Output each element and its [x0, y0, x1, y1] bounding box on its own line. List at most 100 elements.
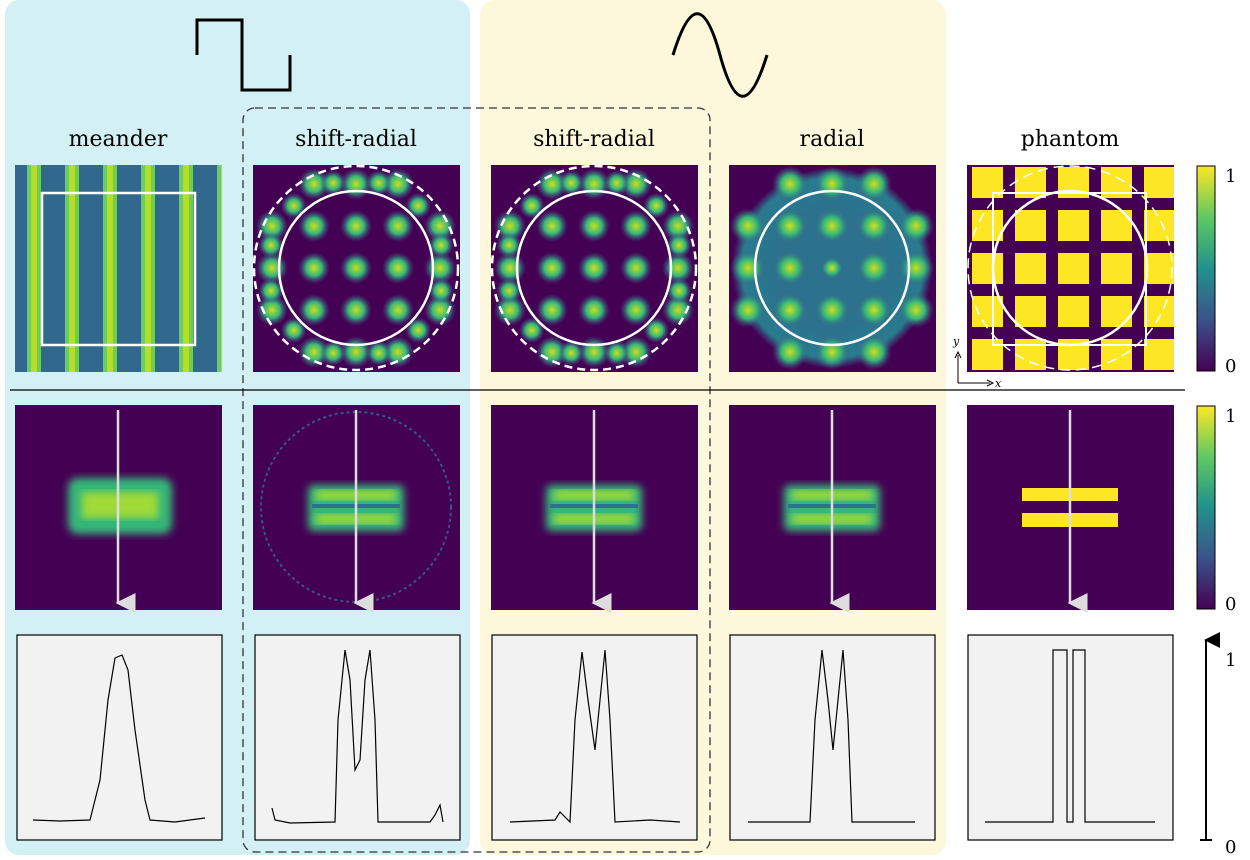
sine-icon: [671, 12, 769, 98]
blob: [898, 292, 934, 328]
blob: [820, 256, 844, 280]
colorbar-min: 0: [1225, 837, 1236, 856]
square-wave-icon: [195, 18, 292, 92]
blob: [772, 208, 808, 244]
blob: [495, 277, 522, 304]
roi: [40, 191, 197, 347]
roi-outer: [490, 164, 698, 372]
blob: [814, 208, 850, 244]
blob: [578, 294, 610, 326]
blob: [424, 294, 456, 326]
roi: [992, 192, 1147, 346]
axes-icon: [957, 355, 990, 384]
blob: [620, 294, 652, 326]
blob: [814, 166, 850, 202]
blob: [772, 250, 808, 286]
blob: [856, 208, 892, 244]
roi-outer: [252, 164, 460, 372]
blob: [856, 292, 892, 328]
blob: [428, 232, 455, 259]
blob: [495, 232, 522, 259]
blob: [620, 252, 652, 284]
blob: [298, 168, 330, 200]
colorbar-max: 1: [1225, 406, 1236, 427]
blob: [856, 334, 892, 370]
roi-outer: [967, 165, 1173, 371]
roi: [277, 189, 435, 347]
blob: [643, 317, 670, 344]
axis-label: x: [995, 377, 1002, 390]
blob: [424, 210, 456, 242]
blob: [620, 336, 652, 368]
columns: meander shift-radial shift-radial radial pha…: [69, 127, 1120, 152]
colorbar: [1196, 405, 1216, 610]
axis-label: y: [952, 335, 960, 348]
blob: [256, 210, 288, 242]
image: [967, 165, 1174, 372]
blob: [256, 294, 288, 326]
dashed-group: [242, 107, 711, 853]
column-title: phantom: [1021, 127, 1120, 152]
blob: [365, 340, 392, 367]
blob: [405, 317, 432, 344]
blob: [856, 250, 892, 286]
image: [15, 165, 222, 372]
roi: [515, 189, 673, 347]
blob: [280, 317, 307, 344]
profiles: [16, 634, 1174, 841]
blob: [620, 168, 652, 200]
blob: [620, 210, 652, 242]
blob: [730, 250, 766, 286]
blob: [898, 208, 934, 244]
blob: [280, 192, 307, 219]
row1-images: [15, 164, 1174, 372]
blob: [382, 210, 414, 242]
blob: [428, 277, 455, 304]
blob: [298, 336, 330, 368]
blob: [257, 232, 284, 259]
blob: [558, 169, 585, 196]
column-title: shift-radial: [533, 127, 655, 152]
blob: [382, 336, 414, 368]
blob: [856, 166, 892, 202]
blob: [536, 210, 568, 242]
blob: [772, 334, 808, 370]
blob: [536, 336, 568, 368]
blob: [603, 169, 630, 196]
blob: [494, 294, 526, 326]
colorbar-max: 1: [1225, 650, 1236, 671]
blob: [382, 252, 414, 284]
blob: [382, 294, 414, 326]
blob: [730, 208, 766, 244]
blob: [298, 252, 330, 284]
blob: [340, 294, 372, 326]
blob: [666, 232, 693, 259]
colorbar-min: 0: [1225, 594, 1236, 615]
blob: [494, 210, 526, 242]
roi: [753, 189, 911, 347]
blob: [666, 277, 693, 304]
blob: [382, 168, 414, 200]
blob: [320, 340, 347, 367]
column-title: meander: [69, 127, 168, 152]
blob: [340, 252, 372, 284]
blob: [772, 166, 808, 202]
colorbar-max: 1: [1225, 166, 1236, 187]
blob: [730, 292, 766, 328]
blob: [603, 340, 630, 367]
blob: [662, 210, 694, 242]
blob: [405, 192, 432, 219]
blob: [340, 210, 372, 242]
blob: [814, 292, 850, 328]
blob: [898, 250, 934, 286]
blob: [365, 169, 392, 196]
blob: [536, 294, 568, 326]
blob: [298, 294, 330, 326]
blob: [643, 192, 670, 219]
blob: [662, 294, 694, 326]
blob: [518, 192, 545, 219]
blob: [536, 252, 568, 284]
blob: [298, 210, 330, 242]
blob: [536, 168, 568, 200]
